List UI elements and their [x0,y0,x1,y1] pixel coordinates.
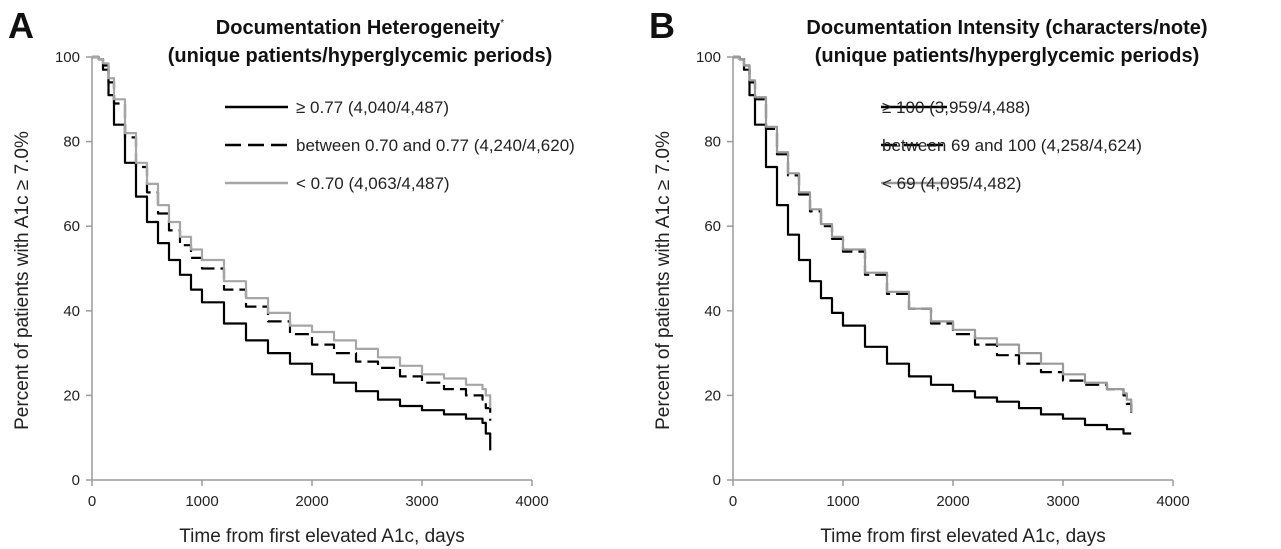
x-tick-label: 4000 [515,493,548,510]
x-tick-label: 0 [729,493,737,510]
y-tick-label: 80 [63,134,80,151]
chart-title-line1: Documentation Intensity (characters/note… [806,17,1207,39]
y-tick-label: 20 [63,387,80,404]
y-axis-label: Percent of patients with A1c ≥ 7.0% [12,131,33,430]
y-tick-label: 100 [55,49,80,66]
x-axis-label: Time from first elevated A1c, days [820,526,1105,547]
x-axis-label: Time from first elevated A1c, days [179,526,464,547]
chart-panel-a: A Documentation Heterogeneity* (unique pat… [0,0,640,549]
y-axis-label: Percent of patients with A1c ≥ 7.0% [653,131,674,430]
chart-panel-b: B Documentation Intensity (characters/not… [641,0,1281,549]
legend-entry-2: between 69 and 100 (4,258/4,624) [882,136,1142,155]
chart-svg-b: B Documentation Intensity (characters/not… [649,5,1208,547]
legend-entry-3: < 69 (4,095/4,482) [882,174,1021,193]
y-tick-label: 40 [704,303,721,320]
x-tick-label: 2000 [295,493,328,510]
series-line-1 [733,55,1132,435]
y-tick-label: 40 [63,303,80,320]
x-tick-label: 3000 [405,493,438,510]
chart-title-line2: (unique patients/hyperglycemic periods) [168,45,553,67]
panel-label: B [649,5,675,46]
title-footnote-marker: * [500,18,504,29]
chart-svg-a: A Documentation Heterogeneity* (unique pat… [8,5,575,547]
x-tick-label: 1000 [185,493,218,510]
panel-label: A [8,5,34,46]
legend-entry-1: ≥ 100 (3,959/4,488) [882,98,1030,117]
y-tick-label: 20 [704,387,721,404]
y-tick-label: 60 [63,218,80,235]
chart-title-line1: Documentation Heterogeneity* [216,17,504,39]
y-tick-label: 100 [696,49,721,66]
legend-entry-1: ≥ 0.77 (4,040/4,487) [296,98,449,117]
y-tick-label: 0 [713,472,721,489]
x-tick-label: 4000 [1156,493,1189,510]
chart-title-line2: (unique patients/hyperglycemic periods) [815,45,1200,67]
x-tick-label: 2000 [936,493,969,510]
x-tick-label: 1000 [826,493,859,510]
legend-entry-2: between 0.70 and 0.77 (4,240/4,620) [296,136,575,155]
y-tick-label: 0 [72,472,80,489]
legend-entry-3: < 0.70 (4,063/4,487) [296,174,450,193]
x-tick-label: 3000 [1046,493,1079,510]
series-line-3 [733,55,1133,413]
y-tick-label: 60 [704,218,721,235]
y-tick-label: 80 [704,134,721,151]
series-line-3 [92,55,492,409]
x-tick-label: 0 [88,493,96,510]
